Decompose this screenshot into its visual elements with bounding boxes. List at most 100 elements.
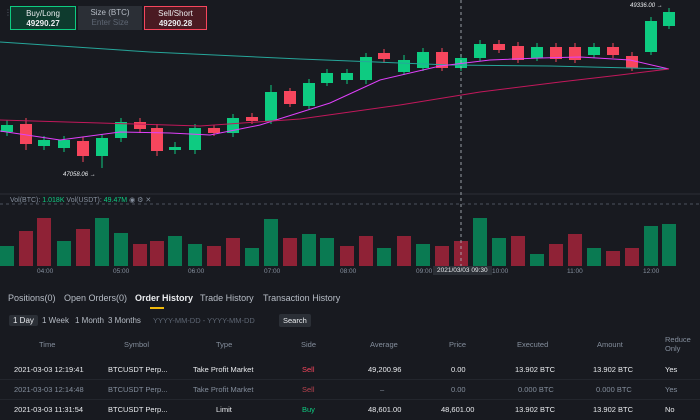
volume-bar: [435, 246, 449, 266]
tab-transaction-history[interactable]: Transaction History: [263, 293, 341, 303]
sell-price: 49290.28: [158, 19, 193, 28]
range-1-week-button[interactable]: 1 Week: [42, 316, 69, 325]
buy-long-button[interactable]: Buy/Long 49290.27: [10, 6, 76, 30]
cell-time: 2021-03-03 11:31:54: [14, 405, 84, 414]
cell-amount: 0.000 BTC: [596, 385, 632, 394]
volume-bar: [76, 229, 90, 266]
cell-executed: 13.902 BTC: [515, 405, 556, 414]
candle-body: [134, 122, 146, 129]
volume-bar: [37, 218, 51, 266]
time-axis-label: 05:00: [113, 268, 130, 275]
cell-price: 0.00: [451, 365, 466, 374]
cell-symbol: BTCUSDT Perp...: [108, 385, 168, 394]
volume-bar: [587, 248, 601, 266]
candle-body: [417, 52, 429, 68]
time-axis-label: 07:00: [264, 268, 281, 275]
size-placeholder: Enter Size: [91, 18, 129, 27]
cell-side: Sell: [302, 385, 315, 394]
volume-bar: [168, 236, 182, 266]
row-divider: [0, 399, 700, 400]
candle-body: [115, 122, 127, 138]
volume-bar: [283, 238, 297, 266]
volume-btc: 1.018K: [42, 197, 65, 204]
candle-body: [436, 52, 448, 68]
candle-body: [246, 117, 258, 121]
candle-body: [645, 21, 657, 52]
tab-trade-history[interactable]: Trade History: [200, 293, 254, 303]
candle-body: [569, 47, 581, 60]
drag-handle-icon[interactable]: ⋮⋮: [4, 9, 20, 24]
column-header-type: Type: [216, 340, 233, 349]
buy-price: 49290.27: [26, 19, 60, 28]
tab-open-orders[interactable]: Open Orders(0): [64, 293, 128, 303]
volume-bar: [606, 251, 620, 266]
low-price-marker: 47058.06 →: [63, 172, 96, 178]
cell-time: 2021-03-03 12:14:48: [14, 385, 84, 394]
column-header-time: Time: [39, 340, 56, 349]
range-1-month-button[interactable]: 1 Month: [75, 316, 104, 325]
cell-price: 48,601.00: [441, 405, 475, 414]
settings-icon[interactable]: ⚙: [137, 197, 144, 204]
volume-bar: [207, 246, 221, 266]
volume-bar: [359, 236, 373, 266]
cell-symbol: BTCUSDT Perp...: [108, 365, 168, 374]
candle-body: [512, 46, 524, 60]
volume-legend: Vol(BTC): 1.018K Vol(USDT): 49.47M ◉ ⚙ ✕: [10, 197, 152, 204]
cell-average: 48,601.00: [368, 405, 402, 414]
date-range-input[interactable]: YYYY-MM-DD - YYYY-MM-DD: [153, 316, 255, 325]
time-axis-label: 06:00: [188, 268, 205, 275]
search-button[interactable]: Search: [279, 314, 311, 327]
column-header-price: Price: [449, 340, 467, 349]
volume-bar: [397, 236, 411, 266]
active-tab-indicator: [150, 307, 164, 309]
cell-average: 49,200.96: [368, 365, 402, 374]
candle-body: [265, 92, 277, 121]
cell-side: Sell: [302, 365, 315, 374]
cell-type: Take Profit Market: [193, 385, 254, 394]
candle-body: [1, 125, 13, 132]
size-input[interactable]: Size (BTC) Enter Size: [78, 6, 142, 30]
column-header-side: Side: [301, 340, 317, 349]
candle-body: [341, 73, 353, 80]
range-1-day-button[interactable]: 1 Day: [9, 315, 38, 326]
volume-bar: [320, 238, 334, 266]
volume-bar: [416, 244, 430, 266]
candle-body: [20, 124, 32, 144]
range-3-months-button[interactable]: 3 Months: [108, 316, 141, 325]
sell-short-button[interactable]: Sell/Short 49290.28: [144, 6, 207, 30]
sell-short-label: Sell/Short: [158, 9, 193, 18]
volume-bar: [568, 234, 582, 266]
cell-average: –: [380, 385, 385, 394]
tab-positions[interactable]: Positions(0): [8, 293, 56, 303]
eye-icon[interactable]: ◉: [129, 197, 136, 204]
candle-body: [38, 140, 50, 146]
cell-executed: 0.000 BTC: [518, 385, 554, 394]
candlestick-chart-canvas[interactable]: [0, 0, 700, 283]
volume-bar: [133, 244, 147, 266]
volume-bar: [245, 248, 259, 266]
time-axis-label: 10:00: [492, 268, 509, 275]
column-header-average: Average: [370, 340, 398, 349]
cell-reduce-only: No: [665, 405, 675, 414]
time-axis-label: 11:00: [567, 268, 583, 275]
column-header-reduce-only: Reduce Only: [665, 335, 691, 353]
column-header-executed: Executed: [517, 340, 549, 349]
volume-bar: [95, 218, 109, 266]
cell-amount: 13.902 BTC: [593, 365, 634, 374]
ma-line-fast: [0, 56, 670, 141]
cell-symbol: BTCUSDT Perp...: [108, 405, 168, 414]
candle-body: [398, 60, 410, 72]
tab-order-history[interactable]: Order History: [135, 293, 194, 303]
close-icon[interactable]: ✕: [145, 197, 152, 204]
cell-amount: 13.902 BTC: [593, 405, 634, 414]
volume-bar: [492, 238, 506, 266]
row-divider: [0, 379, 700, 380]
candle-body: [189, 128, 201, 150]
candle-body: [531, 47, 543, 58]
volume-bar: [644, 226, 658, 266]
price-chart[interactable]: ⋮⋮ Buy/Long 49290.27 Size (BTC) Enter Si…: [0, 0, 700, 283]
history-filters: 1 Day 1 Week 1 Month 3 Months YYYY-MM-DD…: [0, 313, 700, 329]
crosshair-time-label: 2021/03/03 09:30: [433, 266, 492, 275]
candle-body: [58, 140, 70, 148]
buy-long-label: Buy/Long: [26, 9, 60, 18]
